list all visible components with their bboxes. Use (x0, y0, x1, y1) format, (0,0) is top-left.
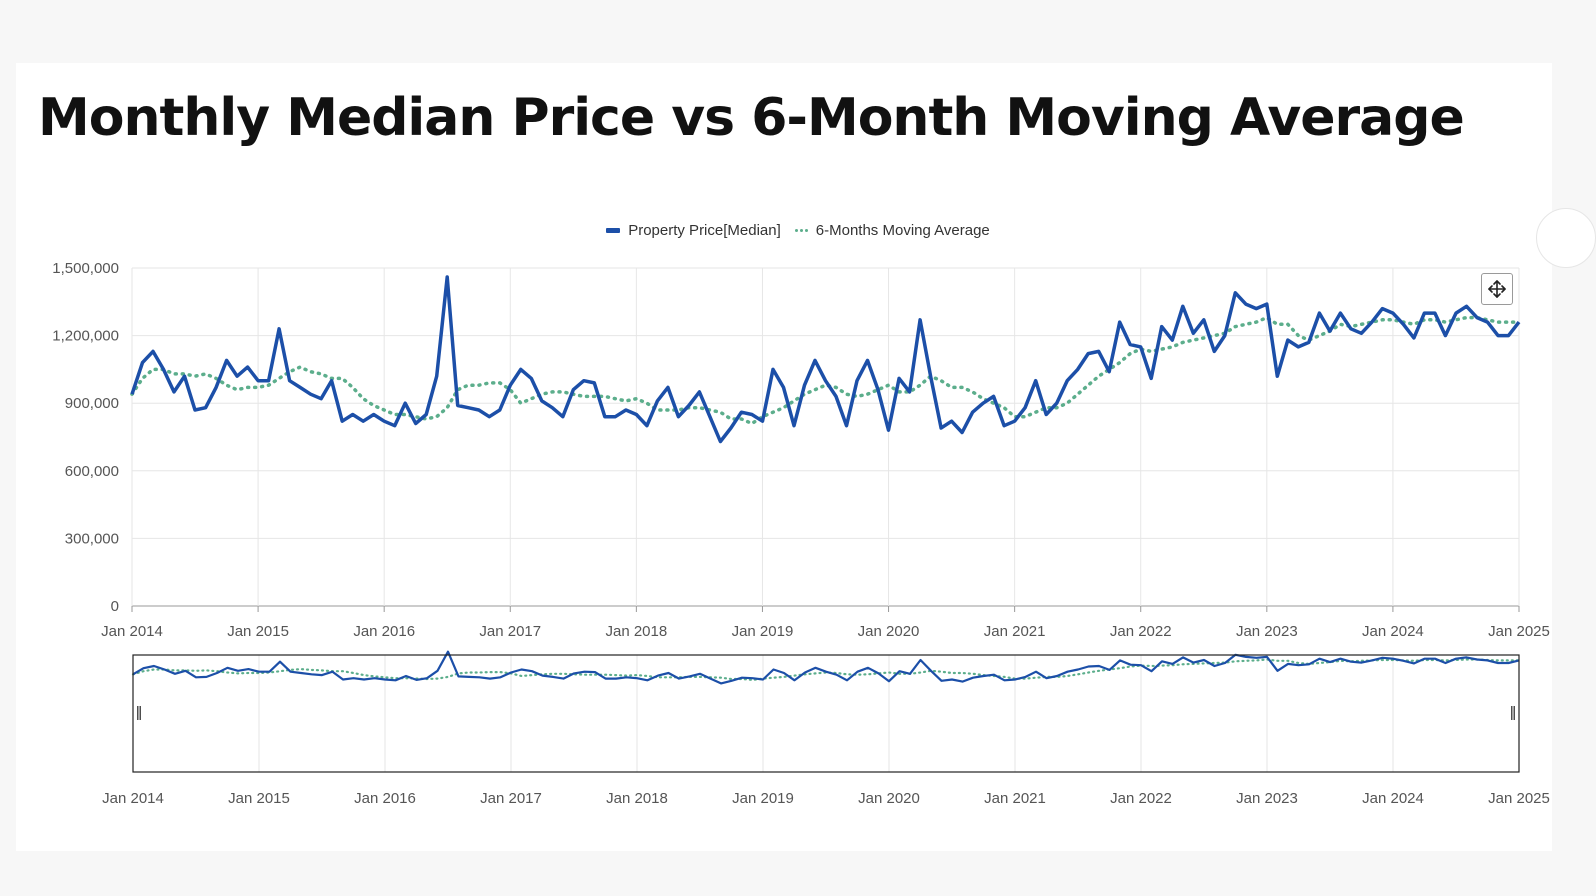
legend-swatch-dotted (794, 228, 808, 232)
navigator-x-tick-label: Jan 2022 (1110, 790, 1172, 807)
y-tick-label: 600,000 (65, 463, 119, 480)
x-tick-label: Jan 2021 (984, 623, 1046, 640)
y-tick-label: 1,500,000 (52, 260, 119, 277)
series-line-moving-average (130, 315, 1521, 426)
navigator[interactable]: Jan 2014 Jan 2015 Jan 2016 Jan 2017 Jan 2018… (102, 650, 1550, 807)
grip-handle-icon (1510, 704, 1516, 722)
y-tick-label: 900,000 (65, 395, 119, 412)
navigator-x-tick-label: Jan 2020 (858, 790, 920, 807)
series-line-median-price (130, 275, 1521, 444)
legend: Property Price[Median] 6-Months Moving A… (0, 218, 1596, 242)
navigator-x-tick-label: Jan 2017 (480, 790, 542, 807)
navigator-window[interactable] (132, 654, 1520, 773)
legend-label-price: Property Price[Median] (628, 221, 781, 239)
grid (131, 267, 1520, 607)
legend-label-moving-average: 6-Months Moving Average (815, 221, 990, 239)
x-tick-label: Jan 2014 (101, 623, 163, 640)
navigator-series-median-price (132, 650, 1520, 685)
page-title: Monthly Median Price vs 6-Month Moving A… (38, 88, 1465, 148)
move-arrows-icon (1488, 280, 1506, 298)
navigator-x-tick-label: Jan 2019 (732, 790, 794, 807)
x-tick-label: Jan 2015 (227, 623, 289, 640)
x-tick-label: Jan 2018 (605, 623, 667, 640)
legend-swatch-solid (606, 227, 621, 233)
x-tick-label: Jan 2024 (1362, 623, 1424, 640)
x-tick-label: Jan 2019 (732, 623, 794, 640)
navigator-handle-right[interactable] (1510, 704, 1516, 722)
legend-item-price[interactable]: Property Price[Median] (606, 222, 781, 239)
chart-card (16, 63, 1552, 851)
side-panel-toggle[interactable] (1536, 208, 1596, 268)
plot-series (130, 275, 1521, 444)
y-tick-label: 1,200,000 (52, 328, 119, 345)
x-tick-label: Jan 2016 (353, 623, 415, 640)
axes: 0 300,000 600,000 900,000 1,200,000 1,500,000… (52, 260, 1550, 640)
navigator-handle-left[interactable] (136, 704, 142, 722)
x-tick-label: Jan 2017 (479, 623, 541, 640)
navigator-x-tick-label: Jan 2023 (1236, 790, 1298, 807)
legend-item-moving-average[interactable]: 6-Months Moving Average (794, 221, 990, 239)
pan-button[interactable] (1481, 273, 1513, 305)
navigator-x-tick-label: Jan 2014 (102, 790, 164, 807)
y-tick-label: 0 (111, 598, 119, 615)
navigator-x-tick-label: Jan 2024 (1362, 790, 1424, 807)
grip-handle-icon (136, 704, 142, 722)
x-tick-label: Jan 2022 (1110, 623, 1172, 640)
y-tick-label: 300,000 (65, 530, 119, 547)
navigator-x-tick-label: Jan 2016 (354, 790, 416, 807)
navigator-x-tick-label: Jan 2015 (228, 790, 290, 807)
x-tick-label: Jan 2020 (858, 623, 920, 640)
navigator-x-tick-label: Jan 2025 (1488, 790, 1550, 807)
x-tick-label: Jan 2023 (1236, 623, 1298, 640)
x-tick-label: Jan 2025 (1488, 623, 1550, 640)
navigator-x-tick-label: Jan 2018 (606, 790, 668, 807)
navigator-x-tick-label: Jan 2021 (984, 790, 1046, 807)
